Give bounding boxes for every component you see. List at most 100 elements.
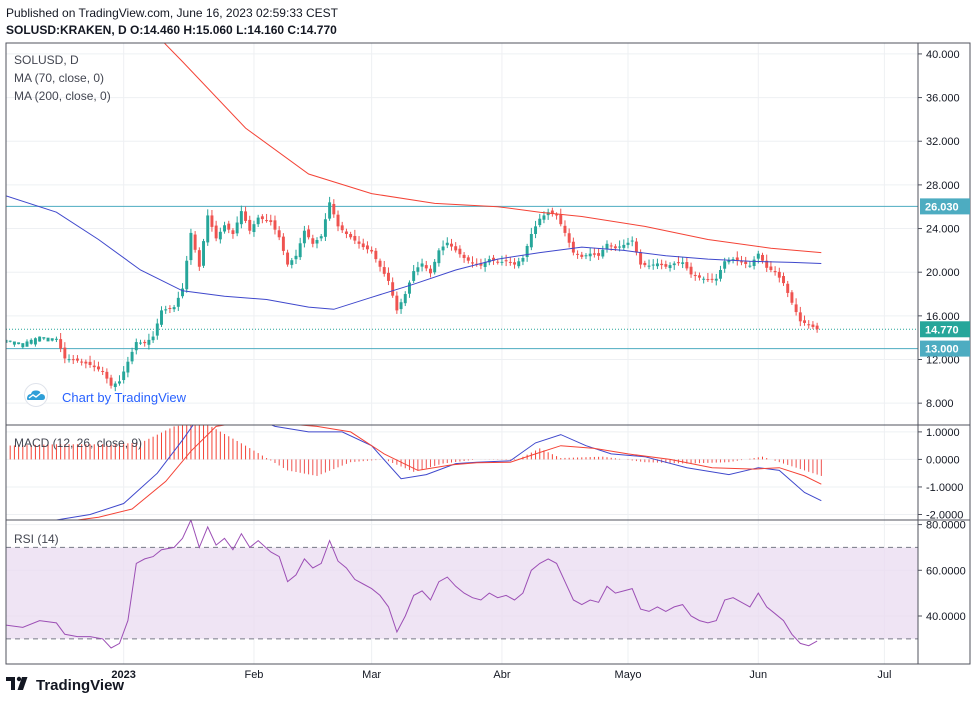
candle-down [811, 324, 815, 327]
candle-down [143, 341, 147, 344]
candle-up [130, 351, 134, 362]
candle-up [756, 253, 760, 259]
candle-up [723, 261, 727, 269]
candle-up [113, 383, 117, 388]
candle-up [122, 371, 126, 381]
candle-up [752, 259, 756, 266]
candle-up [54, 338, 58, 340]
y-tick-label: 60.0000 [926, 565, 966, 577]
candle-down [697, 275, 701, 278]
candle-up [139, 342, 142, 344]
candle-down [706, 279, 710, 281]
candle-down [815, 325, 819, 330]
candle-down [559, 214, 563, 225]
candle-up [441, 246, 445, 251]
macd-legend: MACD (12, 26, close, 9) [14, 436, 143, 450]
candle-down [71, 359, 75, 361]
x-tick-label: Feb [244, 669, 263, 681]
candle-down [786, 283, 790, 293]
candle-down [88, 361, 92, 365]
candle-down [466, 257, 470, 261]
candle-up [38, 336, 42, 342]
candle-up [202, 241, 206, 266]
candle-up [626, 242, 630, 245]
y-tick-label: 0.0000 [926, 454, 960, 466]
candle-up [17, 342, 21, 345]
candle-up [647, 265, 651, 267]
candle-down [273, 220, 277, 230]
chart-by-tradingview[interactable]: Chart by TradingView [20, 383, 186, 412]
candle-down [429, 268, 432, 274]
candle-down [378, 260, 382, 267]
candle-down [580, 254, 584, 257]
candle-up [25, 341, 29, 347]
candle-down [634, 241, 638, 253]
candle-up [42, 337, 46, 339]
candle-down [563, 225, 567, 233]
candle-up [483, 262, 487, 267]
candle-up [176, 297, 180, 307]
candle-up [189, 232, 193, 261]
candle-up [126, 361, 130, 373]
candle-up [8, 340, 12, 342]
candle-down [504, 260, 508, 262]
candle-up [416, 267, 420, 272]
y-tick-label: -1.0000 [926, 482, 963, 494]
candle-up [702, 278, 706, 280]
tradingview-wordmark: TradingView [36, 677, 125, 694]
candle-up [239, 211, 243, 225]
candle-up [748, 265, 752, 267]
candle-up [319, 236, 323, 239]
candle-down [210, 215, 214, 227]
ma70-legend: MA (70, close, 0) [14, 71, 105, 85]
candle-down [96, 366, 100, 370]
candle-up [668, 265, 672, 269]
candle-down [248, 219, 252, 231]
y-tick-label: 40.0000 [926, 611, 966, 623]
candle-down [710, 278, 714, 280]
candle-down [609, 245, 613, 247]
ma200-legend: MA (200, close, 0) [14, 89, 111, 103]
candle-up [672, 263, 676, 266]
candle-down [479, 263, 483, 266]
candle-down [214, 225, 218, 239]
candle-down [391, 282, 395, 296]
candle-up [588, 253, 592, 257]
candle-up [218, 231, 222, 240]
candle-down [370, 249, 374, 252]
signal-line [73, 425, 822, 520]
y-tick-label: 24.000 [926, 224, 960, 236]
candle-down [769, 266, 773, 271]
candle-up [622, 244, 626, 248]
tradingview-footer-logo[interactable]: TradingView [6, 675, 124, 696]
candle-up [605, 243, 609, 250]
candle-down [761, 254, 764, 261]
candle-down [80, 361, 84, 363]
y-tick-label: 12.000 [926, 355, 960, 367]
x-tick-label: Mayo [615, 669, 642, 681]
candle-down [790, 292, 794, 303]
ma200-line [163, 43, 822, 254]
candle-down [643, 262, 647, 266]
published-info: Published on TradingView.com, June 16, 2… [6, 6, 338, 20]
rsi-line [6, 520, 818, 649]
level-price-tag: 13.000 [925, 344, 959, 356]
candle-down [777, 271, 781, 278]
candle-down [740, 261, 743, 263]
candle-up [223, 225, 227, 232]
candle-up [315, 240, 319, 244]
candle-down [349, 234, 353, 238]
candle-down [361, 243, 365, 248]
candle-down [685, 262, 689, 269]
y-tick-label: 40.000 [926, 49, 960, 61]
candle-down [471, 262, 474, 264]
candle-down [374, 250, 378, 260]
candle-down [332, 203, 336, 215]
candle-down [597, 253, 601, 256]
candle-down [265, 220, 269, 222]
candle-down [281, 236, 285, 251]
candle-down [365, 245, 369, 250]
candle-down [307, 229, 311, 238]
candle-up [118, 381, 121, 384]
